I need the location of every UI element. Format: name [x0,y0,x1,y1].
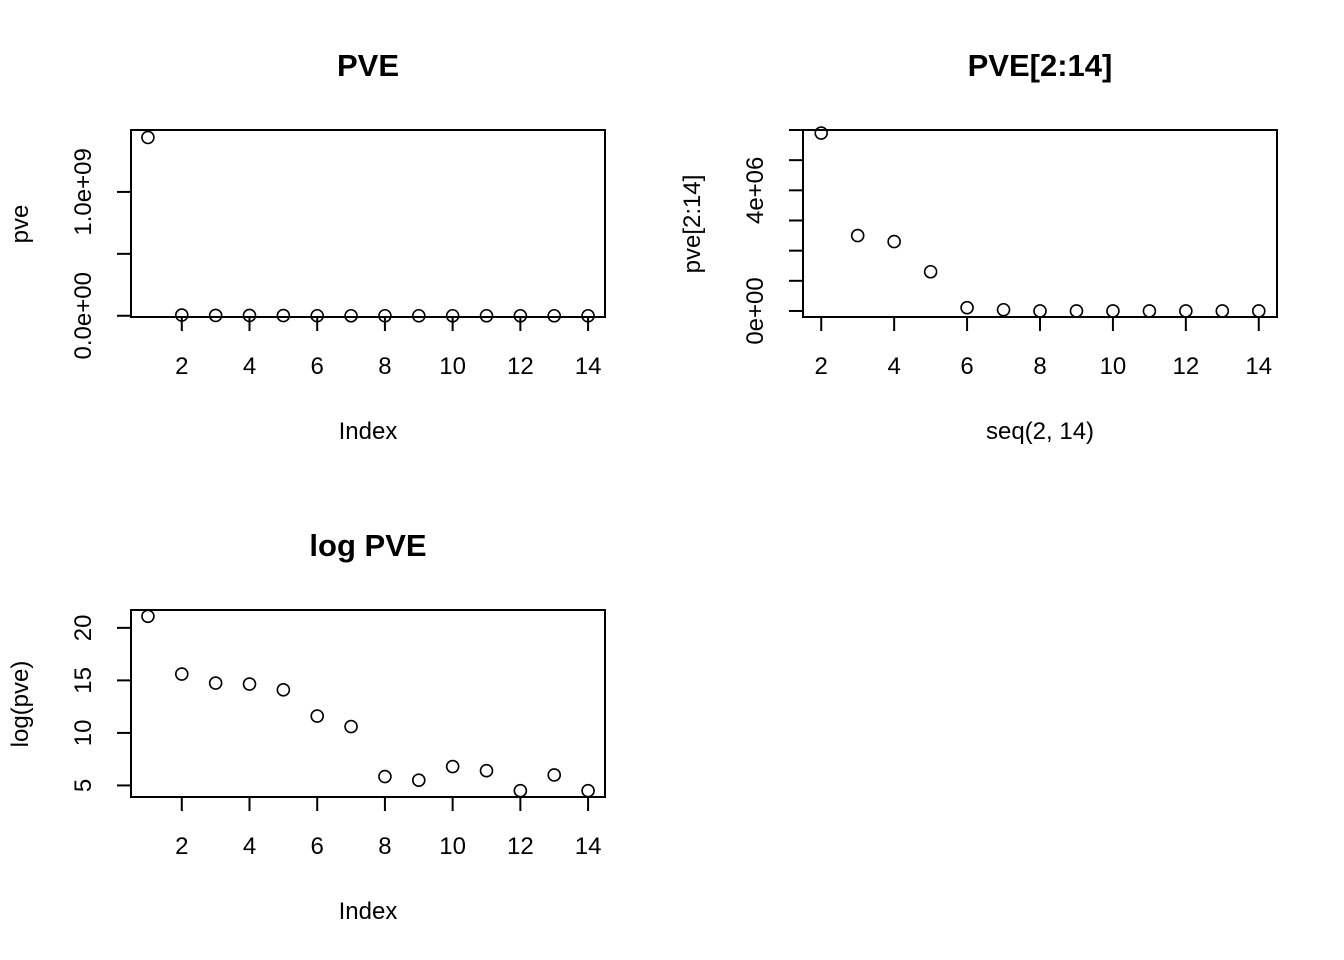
data-point [276,683,291,697]
data-point [411,773,426,787]
data-point [242,308,257,323]
x-tick-label: 10 [439,833,466,860]
panel-pve-2-14: PVE[2:14] seq(2, 14) pve[2:14] 2 4 6 8 10 12 1… [679,48,1278,445]
x-tick-label: 14 [1245,353,1272,380]
x-tick-label: 4 [243,353,256,380]
panel-log-pve: log PVE Index log(pve) 2 4 6 8 10 12 14 5 10 15 2… [7,528,606,925]
y-tick-label: 0.0e+00 [70,272,97,359]
data-point [850,228,865,243]
data-point [242,677,257,691]
data-point [378,308,392,323]
x-tick-label: 4 [887,353,900,380]
data-point [174,667,189,681]
y-tick-label: 15 [70,667,97,694]
y-axis-label: pve [7,205,34,244]
data-point [1251,304,1266,318]
x-tick-label: 6 [311,353,324,380]
data-point [141,130,155,145]
y-axis: 5 10 15 20 [70,615,132,792]
data-point [208,308,223,323]
data-point [445,308,460,323]
data-point [411,308,426,323]
data-point [1179,304,1193,318]
data-point [344,719,358,734]
x-tick-label: 2 [175,353,188,380]
plot-frame [130,129,606,318]
data-point [310,709,325,723]
data-point [1069,304,1084,318]
data-point [479,308,494,323]
data-point [1033,304,1047,318]
data-point [581,783,595,798]
x-tick-label: 2 [175,833,188,860]
y-axis: 0e+00 4e+06 [742,129,804,345]
x-tick-label: 12 [1172,353,1199,380]
data-point [479,763,494,778]
data-points [141,609,595,798]
x-axis-label: Index [339,898,398,925]
y-tick-label: 10 [70,720,97,747]
data-point [996,302,1011,317]
chart-title: log PVE [309,528,426,563]
x-axis: 2 4 6 8 10 12 14 [175,316,602,380]
x-tick-label: 2 [815,353,828,380]
data-point [513,308,528,323]
data-point [1106,304,1120,318]
data-point [547,308,562,323]
y-tick-label: 1.0e+09 [70,148,97,235]
data-point [1215,304,1230,318]
data-point [276,308,291,323]
x-tick-label: 4 [243,833,256,860]
y-axis-label: pve[2:14] [679,175,706,274]
panel-pve: PVE Index pve 2 4 6 8 10 12 14 0.0e+00 1.0e+09 [7,48,606,445]
x-tick-label: 14 [575,353,602,380]
x-tick-label: 12 [507,833,534,860]
chart-title: PVE[2:14] [968,48,1113,83]
y-tick-label: 4e+06 [742,157,769,224]
x-axis: 2 4 6 8 10 12 14 [175,796,602,860]
x-tick-label: 8 [378,353,391,380]
data-point [1142,304,1157,318]
data-point [141,609,155,624]
data-point [174,308,189,322]
data-point [208,676,223,690]
y-axis: 0.0e+00 1.0e+09 [70,148,132,359]
y-tick-label: 0e+00 [742,277,769,344]
x-tick-label: 10 [439,353,466,380]
data-point [310,308,325,323]
plot-frame [802,129,1278,318]
x-tick-label: 10 [1100,353,1127,380]
data-point [445,759,460,774]
data-point [378,769,392,784]
x-axis: 2 4 6 8 10 12 14 [815,316,1272,380]
x-tick-label: 6 [311,833,324,860]
data-point [513,783,528,798]
data-point [960,300,974,315]
data-point [814,126,829,140]
data-points [141,130,595,323]
data-point [887,234,901,249]
y-tick-label: 5 [70,779,97,792]
y-tick-label: 20 [70,615,97,642]
chart-title: PVE [337,48,399,83]
data-point [344,308,358,323]
data-points [814,126,1266,318]
x-axis-label: seq(2, 14) [986,418,1094,445]
x-tick-label: 14 [575,833,602,860]
plot-frame [130,609,606,798]
x-tick-label: 12 [507,353,534,380]
y-axis-label: log(pve) [7,661,34,748]
x-tick-label: 6 [960,353,973,380]
data-point [581,308,595,323]
x-tick-label: 8 [378,833,391,860]
data-point [547,768,562,782]
data-point [923,264,938,279]
x-tick-label: 8 [1033,353,1046,380]
x-axis-label: Index [339,418,398,445]
